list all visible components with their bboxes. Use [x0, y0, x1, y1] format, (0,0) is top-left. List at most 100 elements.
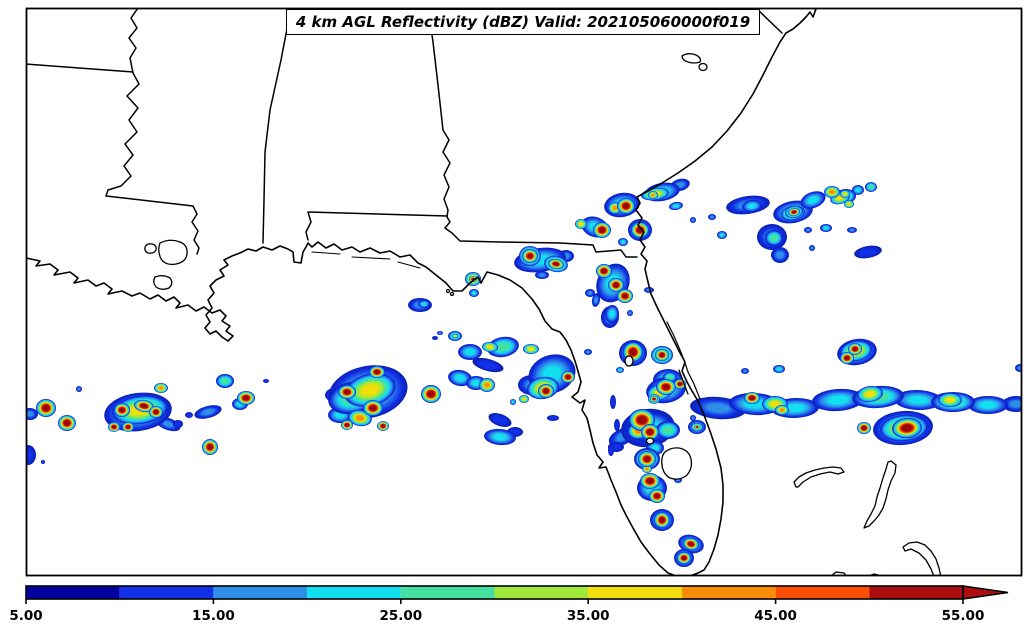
intracoastal-lagoon-line [666, 321, 701, 400]
reflectivity-cell [617, 289, 633, 303]
reflectivity-cell [690, 415, 696, 421]
reflectivity-cell [820, 224, 832, 232]
title-text: 4 km AGL Reflectivity (dBZ) Valid: 20210… [295, 13, 751, 31]
reflectivity-cell [894, 389, 942, 411]
reflectivity-cell [469, 289, 479, 297]
reflectivity-cell [547, 415, 559, 421]
colorbar-segment [681, 586, 776, 599]
reflectivity-cell [344, 373, 396, 407]
reflectivity-cell [642, 465, 652, 473]
reflectivity-cell [852, 185, 864, 195]
reflectivity-cell [58, 415, 76, 431]
colorbar: 5.00 15.00 25.00 35.00 45.00 55.00 [9, 585, 1009, 624]
reflectivity-cell [510, 399, 516, 405]
state-border-arkansas-louisiana [27, 63, 134, 73]
reflectivity-cell [369, 366, 385, 378]
reflectivity-cell [800, 191, 826, 209]
state-border-florida-georgia [451, 232, 638, 258]
reflectivity-cell [848, 343, 862, 355]
reflectivity-cell [263, 379, 269, 383]
reflectivity-cell [469, 276, 477, 282]
lake-maurepas [144, 243, 157, 254]
reflectivity-cell [1021, 387, 1033, 397]
reflectivity-cell [644, 287, 654, 293]
reflectivity-cell [824, 186, 840, 198]
reflectivity-cell [173, 420, 183, 428]
state-border-mississippi-alabama [262, 9, 292, 244]
reflectivity-cell [348, 409, 372, 427]
reflectivity-cell [452, 334, 458, 338]
reflectivity-cell [641, 424, 659, 440]
reflectivity-cell [865, 182, 877, 192]
reflectivity-cell [341, 420, 353, 430]
colorbar-tick-label: 45.00 [754, 608, 797, 624]
barrier-islands [311, 251, 421, 269]
colorbar-segment [494, 586, 589, 599]
colorbar-segment [213, 586, 308, 599]
colorbar-segment [119, 586, 214, 599]
reflectivity-cell [804, 227, 812, 233]
reflectivity-cell [377, 421, 389, 431]
atchafalaya-marsh-lake [153, 275, 173, 290]
state-border-alabama-georgia [427, 9, 453, 234]
coastal-islet-2 [449, 291, 455, 297]
reflectivity-cell [717, 231, 727, 239]
reflectivity-cell [561, 371, 575, 383]
reflectivity-cell [418, 300, 430, 308]
coastal-islet-1 [445, 288, 451, 294]
eleuthera-island [902, 541, 942, 575]
colorbar-segment [588, 586, 682, 599]
lake-george [624, 355, 634, 367]
reflectivity-cell [448, 369, 472, 387]
reflectivity-cell [648, 191, 658, 199]
reflectivity-cell [519, 395, 529, 403]
reflectivity-cell [938, 393, 962, 407]
reflectivity-cell [154, 383, 168, 393]
reflectivity-cells-layer [27, 178, 1033, 567]
colorbar-tick-label: 35.00 [567, 608, 610, 624]
colorbar-outline [25, 585, 964, 600]
reflectivity-cell [788, 207, 800, 217]
title-box: 4 km AGL Reflectivity (dBZ) Valid: 20210… [286, 9, 760, 35]
reflectivity-cell [640, 473, 660, 489]
reflectivity-cell [472, 357, 504, 373]
reflectivity-cell [608, 444, 614, 456]
reflectivity-cell [185, 412, 193, 418]
reflectivity-cell [765, 230, 783, 246]
reflectivity-cell [650, 396, 658, 402]
reflectivity-cell [122, 422, 134, 432]
reflectivity-cell [584, 349, 592, 355]
reflectivity-cell [484, 428, 516, 446]
reflectivity-cell [1015, 364, 1021, 372]
reflectivity-cell [596, 264, 612, 278]
reflectivity-cell [742, 199, 762, 213]
reflectivity-cell [616, 367, 624, 373]
reflectivity-cell [771, 247, 789, 263]
colorbar-tick-label: 15.00 [192, 608, 235, 624]
lake-okeechobee [661, 447, 693, 480]
reflectivity-cell [538, 384, 554, 398]
lakes [144, 53, 708, 480]
reflectivity-cell [655, 349, 669, 361]
reflectivity-cell [338, 385, 356, 399]
reflectivity-cell [968, 396, 1008, 414]
reflectivity-cell [627, 310, 633, 316]
reflectivity-cell [656, 379, 676, 395]
reflectivity-cell [363, 400, 383, 416]
reflectivity-cell [593, 222, 611, 238]
reflectivity-cell [482, 341, 498, 353]
reflectivity-cell [656, 421, 680, 439]
reflectivity-cell [108, 422, 120, 432]
colorbar-segment [775, 586, 870, 599]
reflectivity-cell [585, 289, 595, 297]
reflectivity-cell [202, 439, 218, 455]
reflectivity-cell [437, 331, 443, 335]
grand-bahama-island [793, 466, 845, 488]
colorbar-extend-arrow [962, 585, 1009, 600]
reflectivity-cell [844, 200, 854, 208]
colorbar-segment [869, 586, 963, 599]
reflectivity-cell [114, 403, 130, 417]
coastline [27, 9, 817, 575]
